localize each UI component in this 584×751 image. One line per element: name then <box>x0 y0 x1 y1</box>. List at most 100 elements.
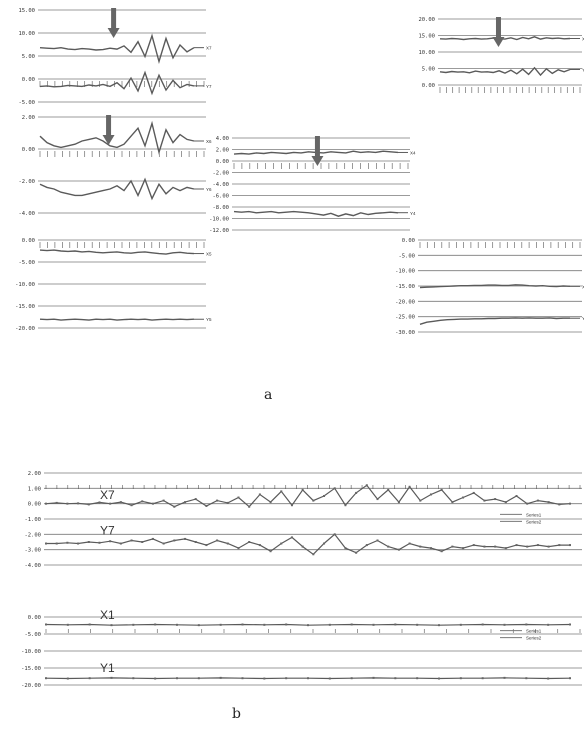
series-label-x7: X7 <box>100 488 115 502</box>
data-point <box>205 504 208 507</box>
y-tick-label: 10.00 <box>18 31 35 37</box>
series-line-y7 <box>39 70 195 96</box>
y-tick-label: -20.00 <box>21 683 41 689</box>
data-point <box>536 499 539 502</box>
data-point <box>526 502 529 505</box>
data-point <box>45 542 47 545</box>
y-tick-label: -5.00 <box>24 632 41 638</box>
series-end-label: X7 <box>206 46 212 51</box>
series-end-label: X5 <box>206 252 212 257</box>
data-point <box>109 540 112 543</box>
data-point <box>110 676 113 679</box>
series-line-y7 <box>46 533 570 556</box>
y-tick-label: 0.00 <box>22 77 35 83</box>
data-point <box>258 493 261 496</box>
y-tick-label: 0.00 <box>22 147 35 153</box>
chart-x2-y2-small: 0.00 -5.00 -10.00 -15.00 -20.00 -25.00 -30.00 X… <box>395 238 584 336</box>
data-point <box>536 544 539 547</box>
data-point <box>280 542 283 545</box>
data-point <box>504 501 507 504</box>
data-point <box>66 623 69 626</box>
series-line-x3 <box>439 36 571 41</box>
data-point <box>280 490 283 493</box>
data-point <box>119 501 122 504</box>
data-point <box>569 677 571 680</box>
series-end-label: Y6 <box>206 187 212 192</box>
data-point <box>194 498 197 501</box>
series-label-x1: X1 <box>100 608 115 622</box>
y-tick-label: 1.00 <box>28 486 41 492</box>
data-point <box>109 502 112 505</box>
data-point <box>372 623 375 626</box>
chart-x6-y6-small: 2.00 0.00 -2.00 -4.00 X6 Y6 <box>18 115 212 217</box>
data-point <box>307 624 309 627</box>
event-arrow-head <box>492 37 505 47</box>
data-point <box>98 501 101 504</box>
data-point <box>45 677 47 680</box>
caption-b: b <box>232 706 241 722</box>
data-point <box>394 623 397 626</box>
y-tick-label: 5.00 <box>422 67 435 73</box>
data-point <box>365 544 368 547</box>
y-tick-label: -5.00 <box>398 253 415 259</box>
data-point <box>312 499 315 502</box>
data-point <box>162 542 165 545</box>
y-tick-label: 0.00 <box>22 238 35 244</box>
data-point <box>184 537 187 540</box>
data-point <box>481 677 484 680</box>
data-point <box>132 623 135 626</box>
y-tick-label: -1.00 <box>24 517 41 523</box>
y-tick-label: 0.00 <box>422 83 435 89</box>
y-tick-label: -8.00 <box>212 205 229 211</box>
data-point <box>132 677 135 680</box>
y-tick-label: -6.00 <box>212 194 229 200</box>
y-tick-label: 0.00 <box>28 502 41 508</box>
data-point <box>77 542 80 545</box>
data-point <box>66 541 69 544</box>
data-point <box>569 502 571 505</box>
series-line-x7 <box>45 484 571 508</box>
chart-x7-y7-large: 2.00 1.00 0.00 -1.00 -2.00 -3.00 -4.00 X7 Y7 Seri… <box>24 471 582 569</box>
data-point <box>365 484 368 487</box>
data-point <box>119 542 122 545</box>
y-tick-label: -2.00 <box>212 171 229 177</box>
data-point <box>438 624 440 627</box>
data-point <box>376 539 379 542</box>
y-tick-label: -25.00 <box>395 315 415 321</box>
data-point <box>525 677 528 680</box>
data-point <box>205 544 208 547</box>
y-tick-label: 4.00 <box>216 136 229 142</box>
series-end-label: X4 <box>410 150 416 155</box>
y-tick-label: -20.00 <box>15 326 35 332</box>
data-point <box>290 536 293 539</box>
data-point <box>176 623 178 626</box>
data-point <box>515 544 518 547</box>
chart-x7-y7-small: 15.00 10.00 5.00 0.00 -5.00 X7 Y7 <box>18 8 212 106</box>
series-line-y5 <box>39 318 195 321</box>
series-end-label: Y2 <box>582 316 584 321</box>
series-line-y4 <box>233 210 399 217</box>
data-point <box>258 544 261 547</box>
data-point <box>408 485 411 488</box>
data-point <box>216 499 219 502</box>
data-point <box>438 677 440 680</box>
data-point <box>154 677 157 680</box>
data-point <box>110 624 113 627</box>
data-point <box>483 499 486 502</box>
data-point <box>130 539 133 542</box>
data-point <box>397 501 400 504</box>
y-tick-label: 20.00 <box>418 17 435 23</box>
data-point <box>387 488 390 491</box>
data-point <box>547 623 550 626</box>
data-point <box>451 501 454 504</box>
data-point <box>226 501 229 504</box>
data-point <box>88 623 91 626</box>
caption-a: a <box>264 387 272 403</box>
data-point <box>98 541 101 544</box>
chart-x5-y5-small: 0.00 -5.00 -10.00 -15.00 -20.00 X5 Y5 <box>15 238 212 332</box>
y-tick-label: 10.00 <box>418 50 435 56</box>
data-point <box>290 504 293 507</box>
data-point <box>350 623 353 626</box>
data-point <box>569 544 571 547</box>
